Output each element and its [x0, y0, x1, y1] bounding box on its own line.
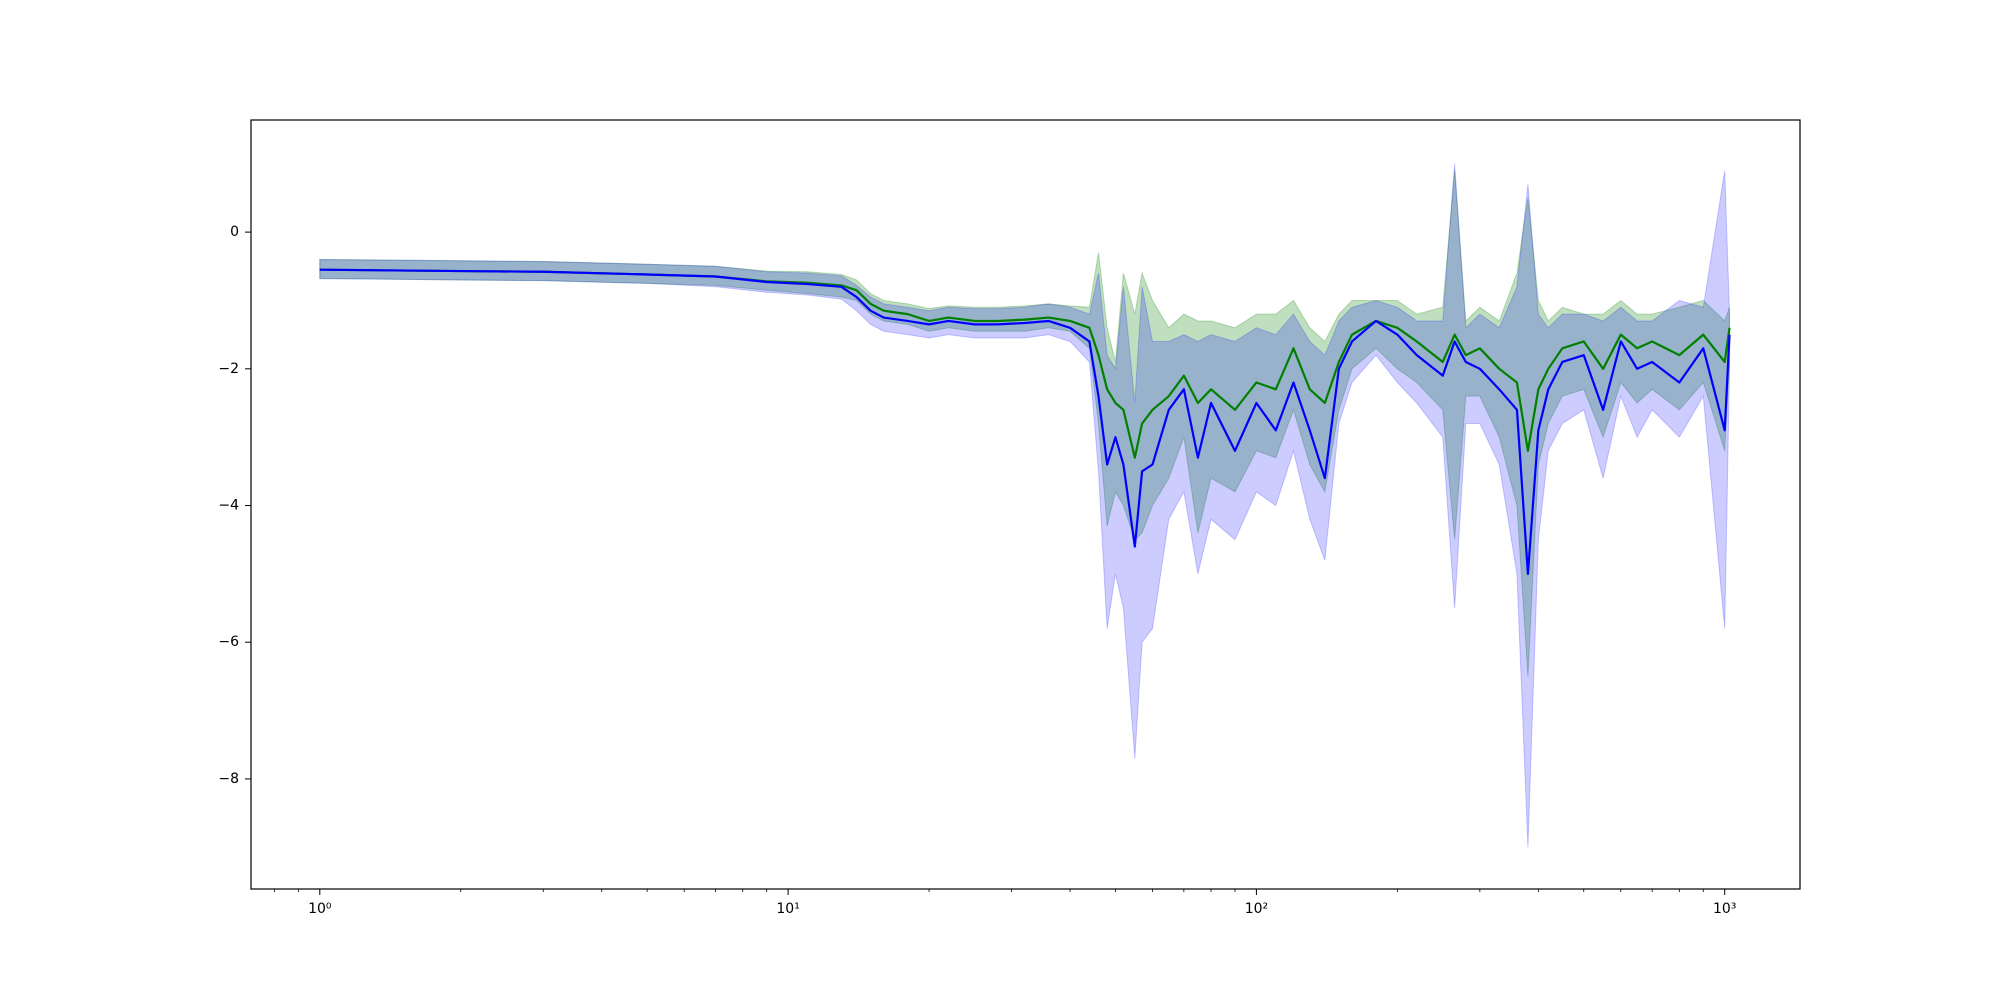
- x-tick-label: 10³: [1713, 901, 1736, 917]
- y-tick-label: −8: [218, 771, 239, 787]
- x-tick-label: 10⁰: [308, 901, 332, 917]
- data-line: [319, 268, 1731, 575]
- plot-frame: [250, 119, 1801, 890]
- y-tick-label: −4: [218, 498, 239, 514]
- y-tick-label: 0: [230, 224, 239, 240]
- confidence-band: [319, 170, 1731, 677]
- x-tick-label: 10²: [1245, 901, 1268, 917]
- x-tick-label: 10¹: [776, 901, 799, 917]
- data-line: [319, 268, 1731, 459]
- confidence-band: [319, 163, 1731, 848]
- y-tick-label: −2: [218, 361, 239, 377]
- y-tick-label: −6: [218, 634, 239, 650]
